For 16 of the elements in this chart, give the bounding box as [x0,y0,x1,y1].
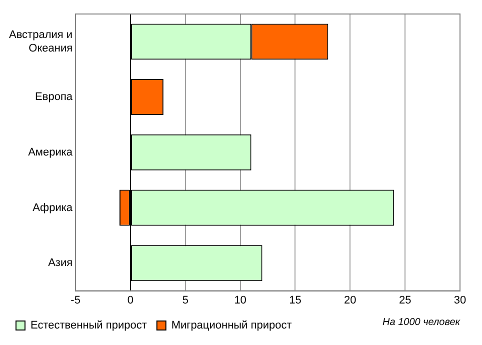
y-tick-label: Австралия и Океания [8,29,73,54]
y-tick-label: Европа [35,91,74,104]
text: На 1000 человек [382,316,462,328]
x-tick-label: 20 [344,294,356,306]
x-tick-label: 0 [127,294,134,306]
y-tick-label: Африка [32,202,74,214]
y-tick-label: Америка [28,146,74,158]
x-tick-label: 25 [398,294,412,306]
x-tick-label: 10 [234,294,246,306]
y-tick-label: Азия [48,257,73,270]
x-tick-label: 30 [454,294,466,306]
x-tick-label: 15 [289,294,302,306]
legend-label: Естественный прирост [30,320,147,332]
x-tick-label: 5 [182,294,188,306]
legend-label: Миграционный прирост [171,320,292,332]
x-tick-label: -5 [70,294,80,306]
